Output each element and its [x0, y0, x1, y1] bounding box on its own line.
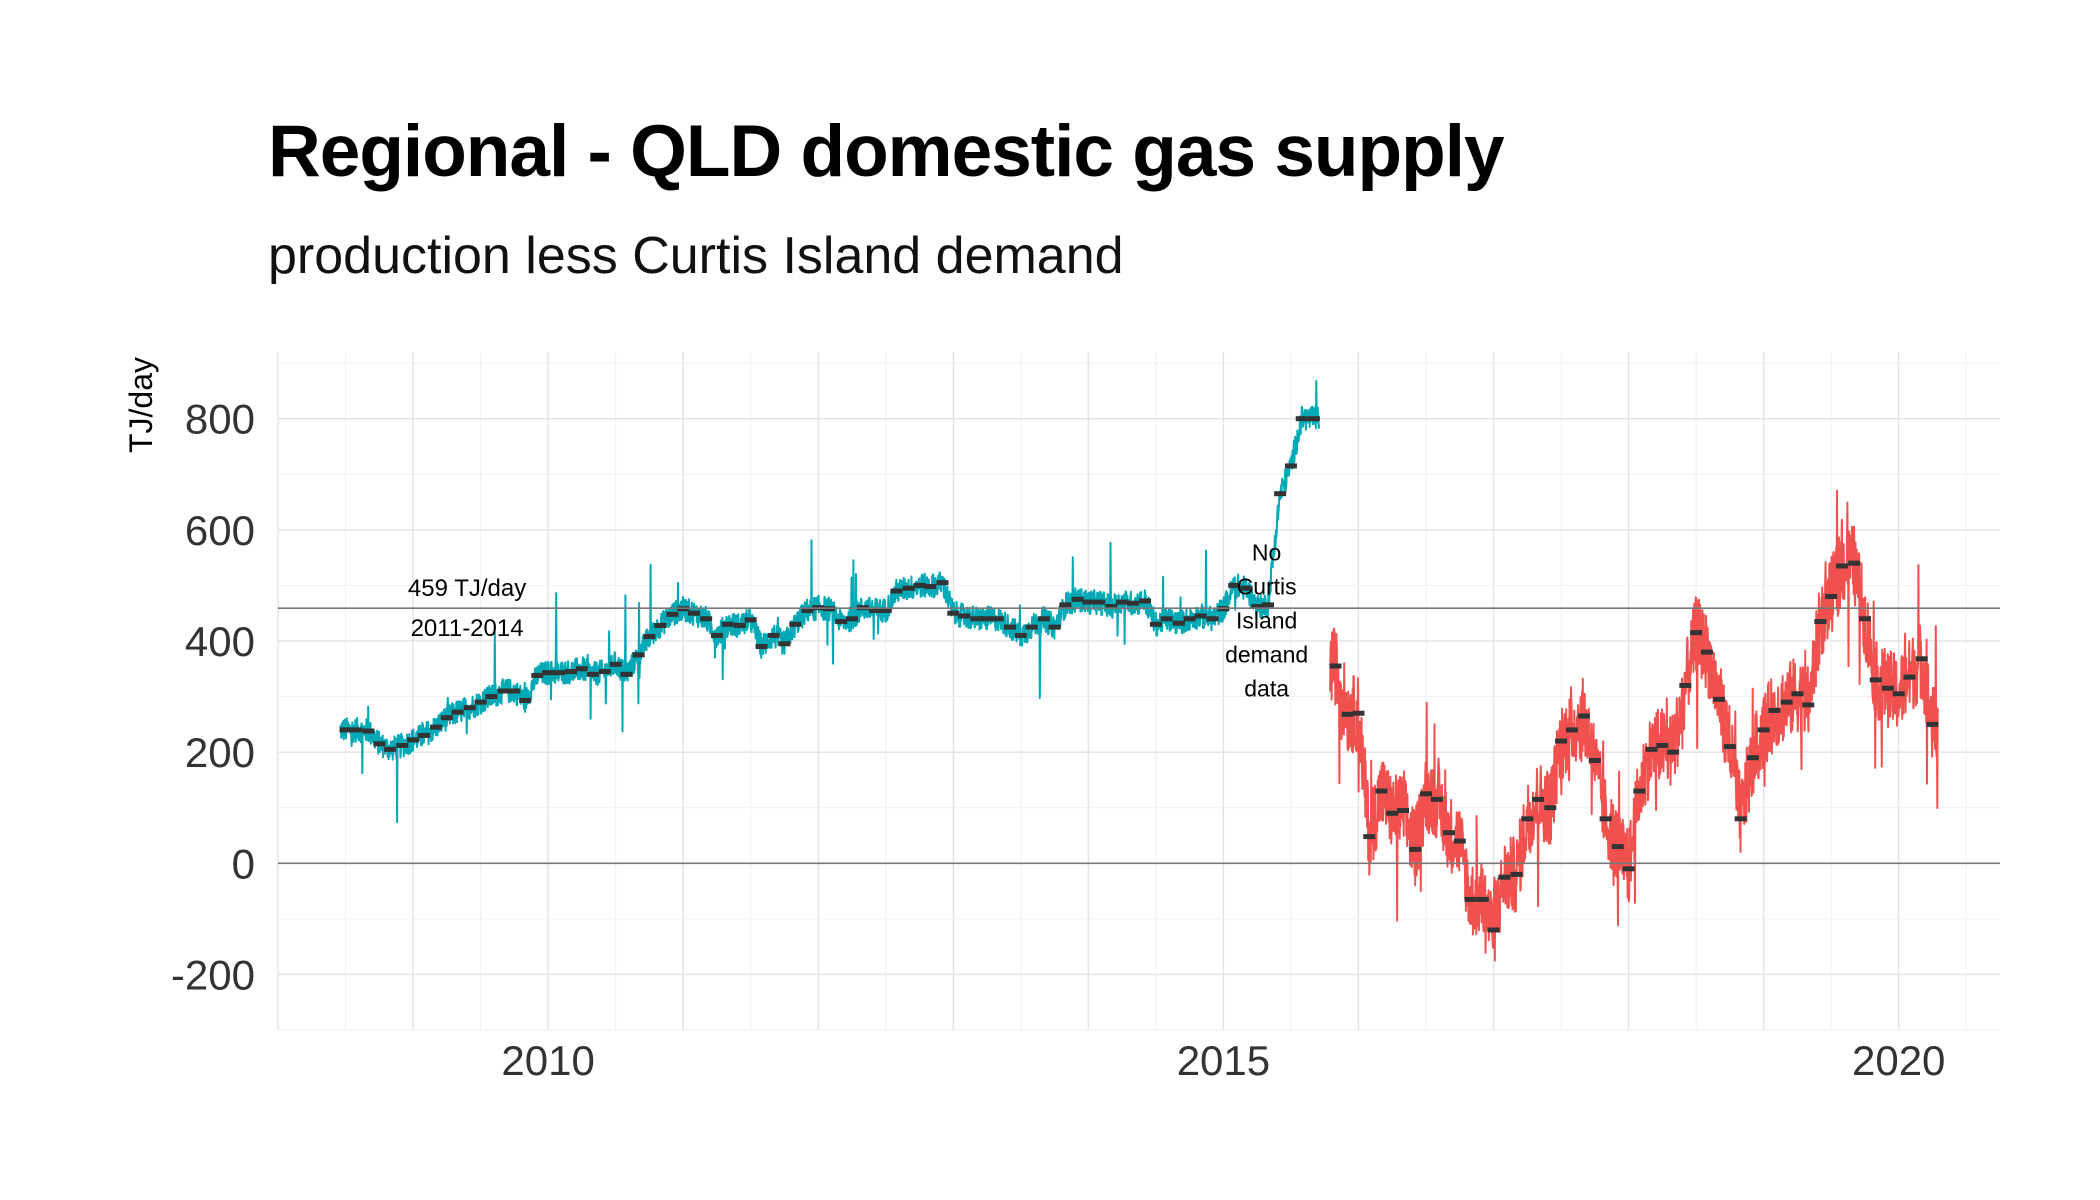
x-tick-label-2010: 2010 [501, 1037, 594, 1084]
y-tick-label-neg200: -200 [171, 951, 255, 998]
axes: TJ/day 2010 2015 2020 -200 0 200 400 600 800 [123, 357, 1945, 1084]
reference-line-label-0-0: 459 TJ/day [408, 575, 526, 602]
monthly-mean-markers [339, 416, 1939, 933]
y-axis-label: TJ/day [123, 357, 159, 453]
y-tick-label-600: 600 [185, 507, 255, 554]
x-tick-label-2015: 2015 [1177, 1037, 1270, 1084]
series-line-1 [1329, 489, 1939, 962]
reference-lines: 459 TJ/day 2011-2014 [278, 575, 2000, 865]
annotation-text-0-0: No [1252, 539, 1281, 565]
grid [277, 352, 2000, 1031]
annotation-text-0-4: data [1244, 675, 1289, 701]
x-tick-label-2020: 2020 [1852, 1037, 1945, 1084]
reference-line-label-0-1: 2011-2014 [411, 615, 524, 642]
y-tick-label-200: 200 [185, 729, 255, 776]
annotations: No Curtis Island demand data [1225, 539, 1308, 701]
y-tick-label-400: 400 [185, 618, 255, 665]
y-tick-label-800: 800 [185, 396, 255, 443]
annotation-text-0-3: demand [1225, 641, 1308, 667]
chart-subtitle: production less Curtis Island demand [268, 227, 1124, 285]
y-tick-label-0: 0 [232, 840, 255, 887]
annotation-text-0-1: Curtis [1237, 573, 1297, 599]
chart-title: Regional - QLD domestic gas supply [268, 111, 1505, 192]
annotation-text-0-2: Island [1236, 607, 1297, 633]
